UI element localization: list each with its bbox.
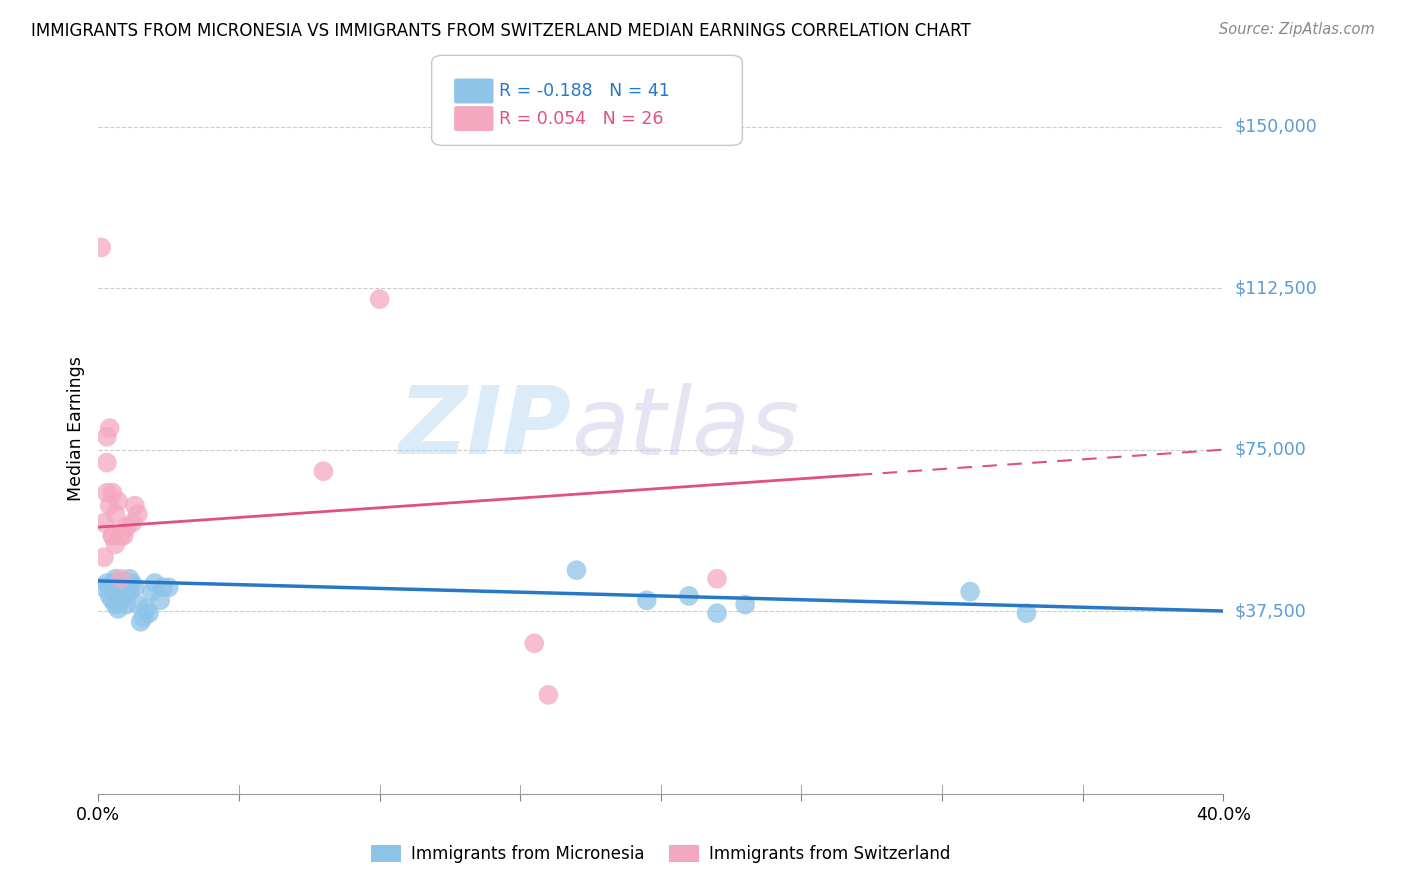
Point bbox=[124, 499, 146, 513]
Point bbox=[101, 593, 124, 607]
Point bbox=[104, 507, 127, 521]
Point bbox=[104, 598, 127, 612]
Point bbox=[101, 529, 124, 543]
Point bbox=[565, 563, 588, 577]
Text: $150,000: $150,000 bbox=[1234, 118, 1317, 136]
Point bbox=[118, 572, 141, 586]
Y-axis label: Median Earnings: Median Earnings bbox=[66, 356, 84, 500]
Point bbox=[93, 550, 115, 565]
Point bbox=[90, 240, 112, 254]
Point bbox=[523, 636, 546, 650]
Point bbox=[127, 598, 149, 612]
Point bbox=[121, 576, 143, 591]
Point bbox=[132, 610, 155, 624]
Point bbox=[706, 572, 728, 586]
Point bbox=[138, 606, 160, 620]
Point bbox=[104, 584, 127, 599]
Point bbox=[368, 292, 391, 306]
Point bbox=[98, 499, 121, 513]
Point bbox=[98, 421, 121, 435]
Text: IMMIGRANTS FROM MICRONESIA VS IMMIGRANTS FROM SWITZERLAND MEDIAN EARNINGS CORREL: IMMIGRANTS FROM MICRONESIA VS IMMIGRANTS… bbox=[31, 22, 970, 40]
Text: Source: ZipAtlas.com: Source: ZipAtlas.com bbox=[1219, 22, 1375, 37]
Point bbox=[98, 589, 121, 603]
Point bbox=[110, 593, 132, 607]
Point bbox=[112, 589, 135, 603]
Point bbox=[312, 464, 335, 478]
Point bbox=[537, 688, 560, 702]
Point bbox=[96, 485, 118, 500]
Point bbox=[101, 485, 124, 500]
Point bbox=[959, 584, 981, 599]
Point bbox=[101, 580, 124, 594]
Point bbox=[110, 576, 132, 591]
Text: $37,500: $37,500 bbox=[1234, 602, 1306, 620]
Point bbox=[143, 576, 166, 591]
Text: R = 0.054   N = 26: R = 0.054 N = 26 bbox=[499, 110, 664, 128]
Point bbox=[93, 580, 115, 594]
Point bbox=[678, 589, 700, 603]
Point bbox=[96, 456, 118, 470]
Point bbox=[107, 494, 129, 508]
Text: R = -0.188   N = 41: R = -0.188 N = 41 bbox=[499, 82, 669, 100]
Point bbox=[115, 520, 138, 534]
Point bbox=[115, 598, 138, 612]
Point bbox=[98, 580, 121, 594]
Point bbox=[152, 580, 174, 594]
Point bbox=[107, 589, 129, 603]
Text: ZIP: ZIP bbox=[398, 382, 571, 475]
Point bbox=[141, 584, 163, 599]
Point bbox=[93, 516, 115, 530]
Text: atlas: atlas bbox=[571, 383, 799, 474]
Point bbox=[118, 584, 141, 599]
Point bbox=[129, 615, 152, 629]
Point bbox=[112, 580, 135, 594]
Point bbox=[149, 593, 172, 607]
Point bbox=[121, 516, 143, 530]
Point bbox=[110, 584, 132, 599]
Point bbox=[734, 598, 756, 612]
Point bbox=[110, 572, 132, 586]
Point bbox=[124, 580, 146, 594]
Point bbox=[107, 580, 129, 594]
Point bbox=[127, 507, 149, 521]
Text: $75,000: $75,000 bbox=[1234, 441, 1306, 458]
Point bbox=[96, 430, 118, 444]
Point bbox=[135, 602, 157, 616]
Point bbox=[96, 576, 118, 591]
Text: $112,500: $112,500 bbox=[1234, 279, 1317, 297]
Point bbox=[107, 602, 129, 616]
Point bbox=[115, 584, 138, 599]
Legend: Immigrants from Micronesia, Immigrants from Switzerland: Immigrants from Micronesia, Immigrants f… bbox=[364, 838, 957, 870]
Point bbox=[104, 537, 127, 551]
Point bbox=[104, 572, 127, 586]
Point bbox=[1015, 606, 1038, 620]
Point bbox=[101, 529, 124, 543]
Point bbox=[101, 576, 124, 591]
Point bbox=[112, 529, 135, 543]
Point bbox=[636, 593, 658, 607]
Point bbox=[110, 529, 132, 543]
Point bbox=[157, 580, 180, 594]
Point bbox=[706, 606, 728, 620]
